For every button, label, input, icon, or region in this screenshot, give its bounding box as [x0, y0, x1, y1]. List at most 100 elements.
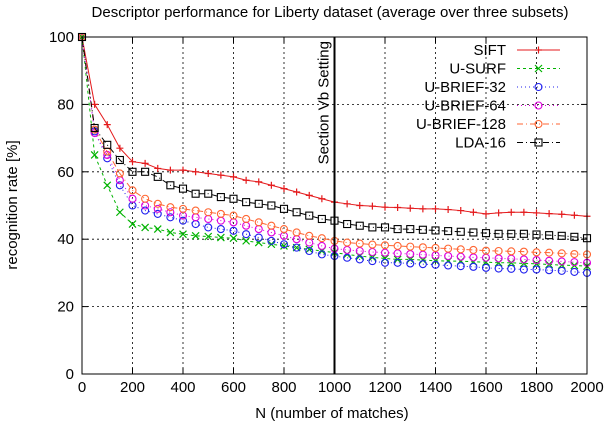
legend-label: U-BRIEF-128 [416, 116, 506, 133]
data-point [444, 244, 453, 253]
series-line [81, 36, 588, 274]
data-point [343, 253, 352, 262]
data-point [103, 140, 112, 149]
x-tick-label: 600 [221, 379, 246, 396]
data-point [356, 202, 364, 209]
y-tick-label: 20 [57, 299, 74, 316]
data-point [532, 265, 541, 274]
data-point [204, 169, 212, 177]
y-tick-label: 100 [49, 29, 74, 46]
data-point [267, 221, 276, 230]
data-point [444, 227, 453, 236]
data-point [216, 209, 225, 218]
y-tick-label: 60 [57, 164, 74, 181]
data-point [507, 229, 516, 238]
data-point [242, 198, 251, 207]
data-point [305, 211, 314, 220]
data-point [115, 155, 124, 165]
data-point [292, 235, 301, 244]
data-point [166, 203, 175, 212]
data-point [469, 208, 477, 216]
x-tick-label: 2000 [570, 379, 603, 396]
data-point [204, 232, 213, 241]
legend-marker [534, 64, 543, 73]
data-point [204, 223, 213, 232]
legend-marker [535, 46, 542, 54]
y-tick-label: 0 [66, 366, 74, 383]
legend-marker [534, 101, 543, 110]
data-point [519, 247, 528, 256]
data-point [229, 194, 238, 203]
data-point [254, 225, 263, 234]
data-point [557, 266, 566, 275]
data-point [115, 208, 124, 217]
y-axis-label: recognition rate [%] [4, 140, 21, 269]
data-point [495, 209, 503, 217]
data-point [242, 230, 251, 239]
data-point [533, 209, 540, 217]
data-point [216, 193, 225, 202]
data-point [431, 260, 440, 269]
x-tick-label: 1600 [469, 379, 502, 396]
data-point [153, 204, 162, 213]
data-point [507, 247, 516, 256]
y-tick-label: 40 [57, 231, 74, 248]
data-point [116, 144, 124, 152]
data-point [519, 229, 528, 238]
data-point [153, 225, 162, 234]
data-point [494, 246, 503, 256]
data-point [254, 233, 263, 242]
data-point [216, 233, 225, 242]
data-point [456, 227, 465, 236]
data-point [179, 166, 187, 174]
data-point [229, 234, 238, 243]
data-point [153, 172, 162, 181]
data-point [191, 206, 200, 215]
data-point [570, 232, 579, 241]
data-point [254, 199, 263, 208]
data-point [545, 256, 554, 265]
data-point [457, 207, 465, 215]
data-point [558, 210, 566, 218]
data-point [178, 184, 188, 193]
data-point [545, 210, 553, 218]
data-point [368, 257, 377, 266]
data-point [154, 164, 162, 172]
data-point [482, 258, 490, 267]
data-point [217, 171, 225, 179]
data-point [204, 214, 213, 224]
data-point [242, 176, 250, 184]
data-point [406, 204, 414, 212]
data-point [494, 264, 503, 273]
data-point [242, 221, 251, 230]
data-point [128, 186, 137, 195]
data-point [292, 243, 301, 252]
x-tick-label: 1800 [520, 379, 553, 396]
data-point [545, 231, 554, 240]
data-point [519, 255, 528, 264]
legend-entry: LDA-16 [455, 135, 560, 152]
data-point [166, 208, 175, 217]
x-axis-label: N (number of matches) [255, 405, 408, 422]
data-point [393, 258, 402, 267]
data-point [192, 168, 200, 176]
data-point [90, 151, 99, 159]
data-point [141, 223, 150, 232]
data-point [532, 248, 541, 257]
data-point [469, 262, 478, 271]
data-point [166, 166, 174, 174]
data-point [444, 206, 452, 214]
data-point [305, 245, 314, 254]
data-point [141, 167, 150, 176]
data-point [419, 205, 427, 213]
data-point [242, 236, 251, 245]
data-point [532, 256, 541, 265]
data-point [406, 259, 415, 268]
data-point [431, 226, 440, 235]
data-point [394, 204, 402, 212]
data-point [381, 254, 389, 263]
data-point [229, 226, 238, 235]
data-point [393, 225, 402, 234]
data-point [179, 230, 187, 239]
